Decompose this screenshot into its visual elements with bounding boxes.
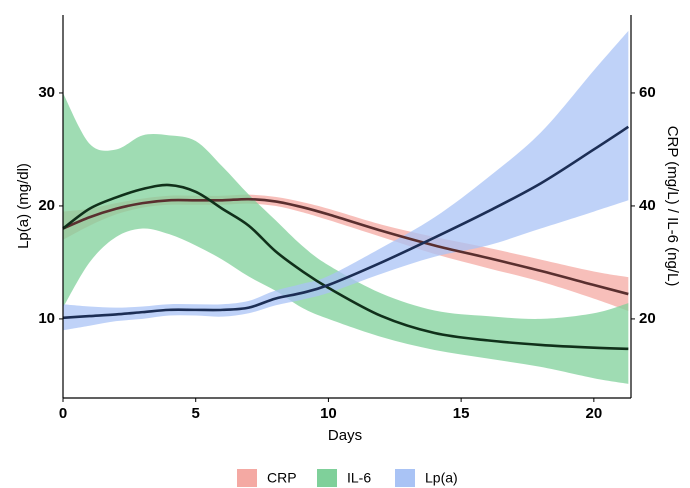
legend-swatch (395, 469, 415, 487)
legend-label: CRP (267, 470, 297, 486)
trend-line (62, 197, 629, 296)
x-tick-label: 20 (585, 405, 602, 422)
legend-swatch (237, 469, 257, 487)
y2-tick-label: 20 (639, 310, 656, 327)
y-tick-label: 30 (38, 84, 55, 101)
x-tick-label: 0 (59, 405, 67, 422)
x-tick-label: 5 (192, 405, 200, 422)
x-tick-label: 10 (320, 405, 337, 422)
trend-line (62, 183, 629, 351)
y2-axis-label: CRP (mg/L) / IL-6 (ng/L) (664, 126, 681, 287)
legend-label: IL-6 (347, 470, 371, 486)
y2-tick-label: 40 (639, 197, 656, 214)
y2-tick-label: 60 (639, 84, 656, 101)
trend-line (62, 125, 630, 320)
x-axis-label: Days (328, 427, 362, 444)
y-axis-label: Lp(a) (mg/dl) (15, 163, 32, 249)
y-tick-label: 20 (38, 197, 55, 214)
legend-swatch (317, 469, 337, 487)
y-tick-label: 10 (38, 310, 55, 327)
confidence-band (63, 92, 629, 384)
confidence-band (63, 30, 629, 331)
legend-label: Lp(a) (425, 470, 458, 486)
x-tick-label: 15 (453, 405, 470, 422)
